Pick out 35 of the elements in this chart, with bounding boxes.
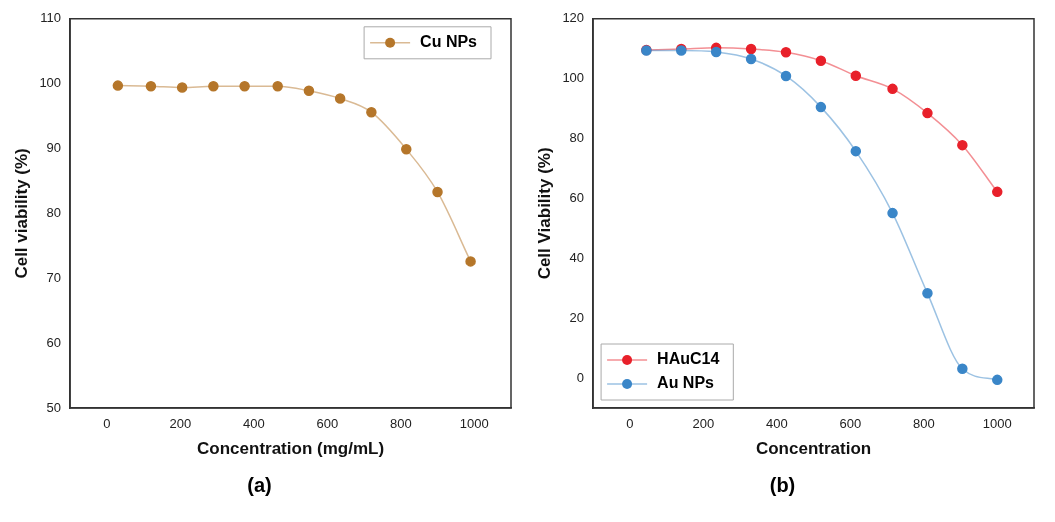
x-axis-title: Concentration — [755, 439, 872, 459]
x-tick-label: 0 — [103, 416, 111, 432]
y-tick-label: 70 — [46, 269, 62, 285]
x-axis-title: Concentration (mg/mL) — [197, 439, 385, 459]
y-axis-title: Cell viability (%) — [11, 148, 31, 279]
y-tick-label: 80 — [46, 204, 62, 220]
y-axis-title: Cell Viability (%) — [534, 147, 554, 280]
y-tick-label: 110 — [40, 10, 62, 26]
y-tick-label: 80 — [569, 130, 585, 146]
x-tick-label: 600 — [316, 416, 339, 432]
y-tick-label: 120 — [562, 10, 585, 26]
x-tick-label: 1000 — [459, 416, 489, 432]
y-tick-label: 50 — [46, 399, 62, 415]
x-tick-label: 800 — [912, 416, 935, 432]
legend-label: Au NPs — [657, 374, 715, 392]
y-tick-label: 100 — [562, 70, 585, 86]
legend-label: Cu NPs — [420, 33, 478, 51]
text: (a) — [247, 473, 272, 496]
y-tick-label: 0 — [576, 369, 585, 385]
x-tick-label: 200 — [692, 416, 715, 432]
x-tick-label: 400 — [765, 416, 788, 432]
y-tick-label: 60 — [569, 190, 585, 206]
y-tick-label: 60 — [46, 334, 62, 350]
y-tick-label: 40 — [569, 249, 585, 265]
x-tick-label: 400 — [242, 416, 265, 432]
x-tick-label: 200 — [169, 416, 192, 432]
y-tick-label: 100 — [39, 75, 62, 91]
text: (b) — [769, 473, 796, 496]
x-tick-label: 600 — [839, 416, 862, 432]
x-tick-label: 0 — [626, 416, 634, 432]
x-tick-label: 1000 — [982, 416, 1012, 432]
y-tick-label: 90 — [46, 140, 62, 156]
legend-label: HAuC14 — [657, 350, 720, 368]
x-tick-label: 800 — [389, 416, 412, 432]
y-tick-label: 20 — [569, 309, 585, 325]
